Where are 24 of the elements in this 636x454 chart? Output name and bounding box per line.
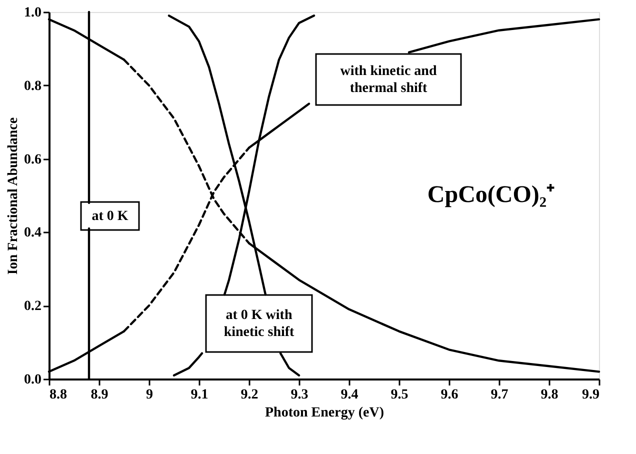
annotation: at 0 K with kinetic shift bbox=[224, 308, 295, 340]
y-tick-label: 0.2 bbox=[24, 299, 42, 314]
x-tick-label: 9.6 bbox=[440, 388, 458, 402]
x-tick-label: 9.4 bbox=[340, 388, 358, 402]
annotation: at 0 K bbox=[92, 209, 128, 224]
y-tick-label: 0.0 bbox=[24, 372, 42, 388]
x-tick-label: 9.9 bbox=[582, 388, 600, 402]
x-tick-label: 9 bbox=[146, 388, 153, 402]
annotation: with kinetic and thermal shift bbox=[340, 64, 437, 96]
y-axis-title: Ion Fractional Abundance bbox=[6, 117, 21, 275]
x-tick-label: 8.8 bbox=[50, 388, 67, 402]
x-tick-label: 9.1 bbox=[190, 388, 208, 402]
x-axis-title: Photon Energy (eV) bbox=[265, 406, 384, 420]
x-tick-label: 9.2 bbox=[240, 388, 258, 402]
x-tick-label: 8.9 bbox=[90, 388, 108, 402]
y-tick-label: 0.8 bbox=[24, 78, 42, 94]
x-tick-label: 9.7 bbox=[490, 388, 508, 402]
x-tick-label: 9.3 bbox=[290, 388, 308, 402]
y-tick-label: 0.6 bbox=[24, 152, 42, 168]
x-tick-label: 9.5 bbox=[390, 388, 408, 402]
annotation: CpCo(CO)₂⁺ bbox=[427, 182, 555, 208]
x-tick-label: 9.8 bbox=[540, 388, 558, 402]
y-tick-label: 0.4 bbox=[24, 226, 42, 241]
y-tick-label: 1.0 bbox=[24, 6, 42, 20]
